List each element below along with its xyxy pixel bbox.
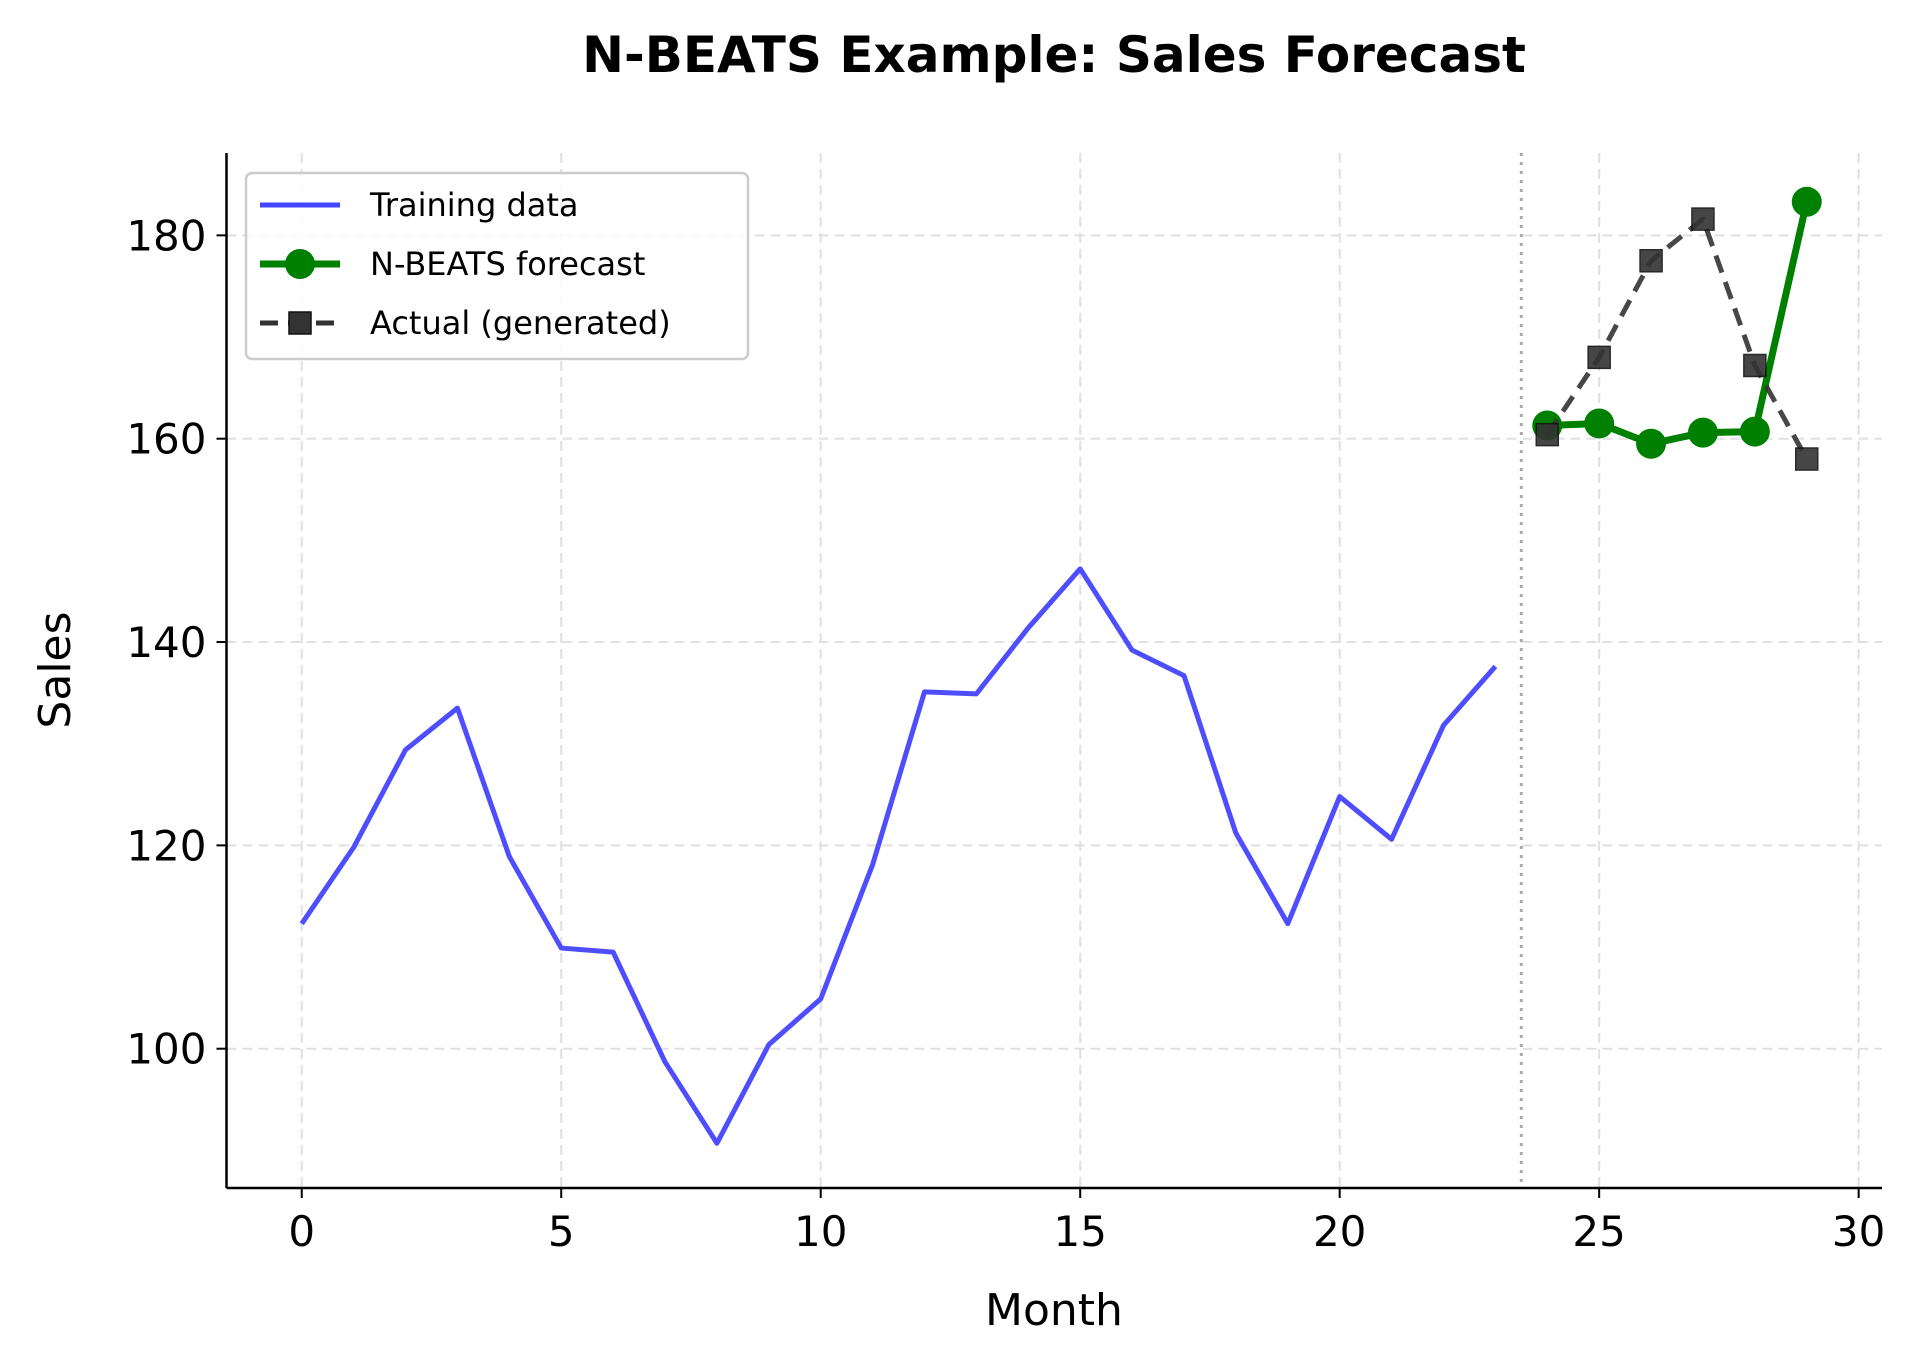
legend-label: Actual (generated) <box>370 304 671 342</box>
series-layer <box>299 153 1822 1188</box>
series-line-0 <box>299 566 1498 1146</box>
y-tick-label: 160 <box>126 415 206 464</box>
x-tick-label: 0 <box>288 1207 315 1256</box>
forecast-point <box>1584 408 1615 439</box>
legend-square-marker <box>288 311 312 335</box>
legend-box <box>244 171 750 361</box>
x-tick-label: 5 <box>548 1207 575 1256</box>
y-tick-label: 120 <box>126 821 206 870</box>
actual-point <box>1639 249 1663 273</box>
forecast-point <box>1739 416 1770 447</box>
legend-label: N-BEATS forecast <box>370 245 645 283</box>
y-axis-label: Sales <box>30 611 81 728</box>
actual-point <box>1587 345 1611 370</box>
x-tick-label: 15 <box>1053 1207 1106 1256</box>
x-tick-label: 25 <box>1572 1207 1625 1256</box>
legend-label: Training data <box>369 186 579 224</box>
x-tick-label: 20 <box>1313 1207 1366 1256</box>
legend-circle-marker <box>285 249 315 279</box>
legend: Training data N-BEATS forecast Actual (gen… <box>244 171 750 361</box>
series-line-2 <box>1545 216 1809 461</box>
axes: 0 5 10 15 20 25 30 100 120 140 160 180 <box>126 153 1885 1256</box>
forecast-point <box>1636 428 1667 459</box>
actual-point <box>1535 422 1560 447</box>
x-tick-label: 10 <box>794 1207 847 1256</box>
y-tick-label: 140 <box>126 618 206 667</box>
actual-point <box>1691 207 1715 231</box>
forecast-point <box>1791 186 1822 217</box>
actual-point <box>1743 353 1767 378</box>
forecast-point <box>1687 417 1718 448</box>
chart-title: N-BEATS Example: Sales Forecast <box>582 26 1526 84</box>
actual-point <box>1795 447 1819 471</box>
x-axis-label: Month <box>985 1285 1123 1336</box>
y-tick-label: 180 <box>126 211 206 260</box>
x-tick-label: 30 <box>1832 1207 1885 1256</box>
y-tick-label: 100 <box>126 1025 206 1074</box>
